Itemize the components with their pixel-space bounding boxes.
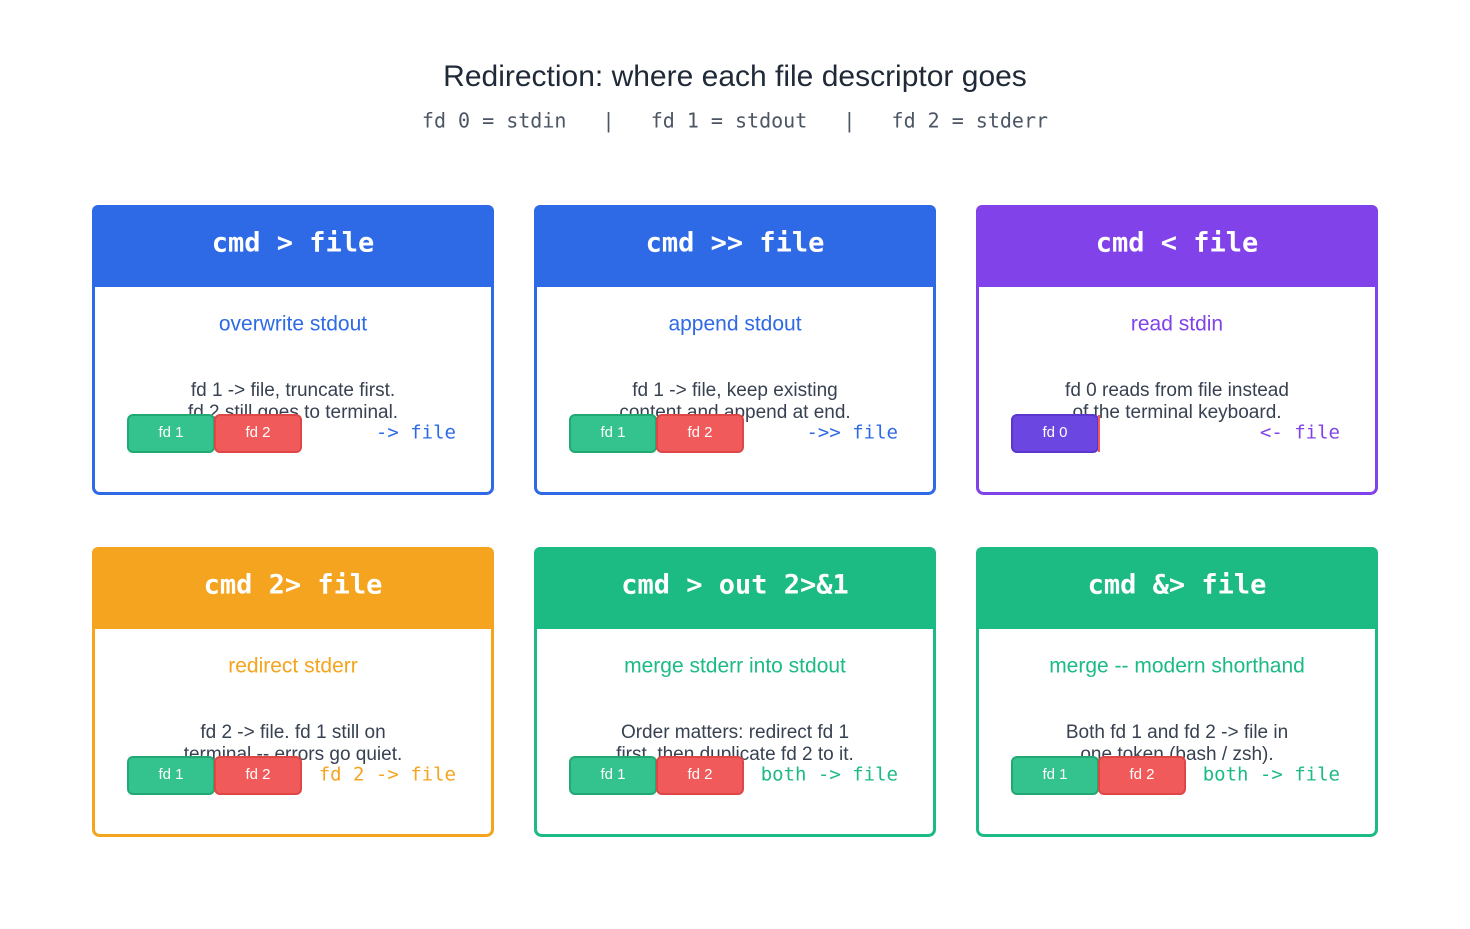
fd-pill-label: fd 1 [158,424,183,441]
fd-pill [214,756,302,795]
arrow: ->> file [806,422,898,444]
fd-pill-label: fd 2 [687,424,712,441]
card-header [976,205,1378,287]
fd-pill-label: fd 2 [245,766,270,783]
command: cmd >> file [646,228,825,259]
command: cmd > file [212,228,375,259]
card-header [92,547,494,629]
card-header [534,205,936,287]
description-line: Both fd 1 and fd 2 -> file in [1066,722,1288,743]
card-header [92,205,494,287]
card: cmd 2> file redirect stderr fd 2 -> file. … [92,547,494,837]
fd-pill-label: fd 2 [687,766,712,783]
card: cmd &> file merge -- modern shorthand Both… [976,547,1378,837]
card-label: overwrite stdout [219,313,367,336]
description-line: fd 2 -> file. fd 1 still on [200,722,385,743]
description-line: of the terminal keyboard. [1072,402,1281,423]
arrow: <- file [1260,422,1340,444]
command: cmd < file [1096,228,1259,259]
pill-edge [1098,415,1100,452]
command: cmd 2> file [204,570,383,601]
description-line: fd 0 reads from file instead [1065,380,1289,401]
fd-pill [656,414,744,453]
fd-pill-label: fd 1 [600,424,625,441]
command: cmd > out 2>&1 [621,570,849,601]
fd-pill [1098,756,1186,795]
arrow: both -> file [761,764,898,786]
description-line: Order matters: redirect fd 1 [621,722,849,743]
card: cmd > out 2>&1 merge stderr into stdout Or… [534,547,936,837]
card: cmd < file read stdin fd 0 reads from file… [976,205,1378,495]
card: cmd > file overwrite stdout fd 1 -> file, … [92,205,494,495]
arrow: -> file [376,422,456,444]
fd-pill-label: fd 1 [1042,766,1067,783]
arrow: both -> file [1203,764,1340,786]
fd-pill-label: fd 2 [245,424,270,441]
arrow: fd 2 -> file [319,764,456,786]
description-line: fd 1 -> file, keep existing [632,380,837,401]
card: cmd >> file append stdout fd 1 -> file, ke… [534,205,936,495]
fd-pill-label: fd 1 [600,766,625,783]
card-label: append stdout [668,313,801,336]
card-header [976,547,1378,629]
subtitle: fd 0 = stdin | fd 1 = stdout | fd 2 = st… [422,109,1048,133]
title: Redirection: where each file descriptor … [443,60,1027,93]
card-header [534,547,936,629]
description-line: fd 1 -> file, truncate first. [191,380,395,401]
fd-pill-label: fd 1 [158,766,183,783]
card-label: merge -- modern shorthand [1049,655,1305,678]
fd-pill-label: fd 2 [1129,766,1154,783]
fd-pill [214,414,302,453]
fd-pill-label: fd 0 [1042,424,1067,441]
card-label: read stdin [1131,313,1223,336]
card-label: merge stderr into stdout [624,655,846,678]
card-label: redirect stderr [228,655,358,678]
fd-pill [656,756,744,795]
command: cmd &> file [1088,570,1267,601]
